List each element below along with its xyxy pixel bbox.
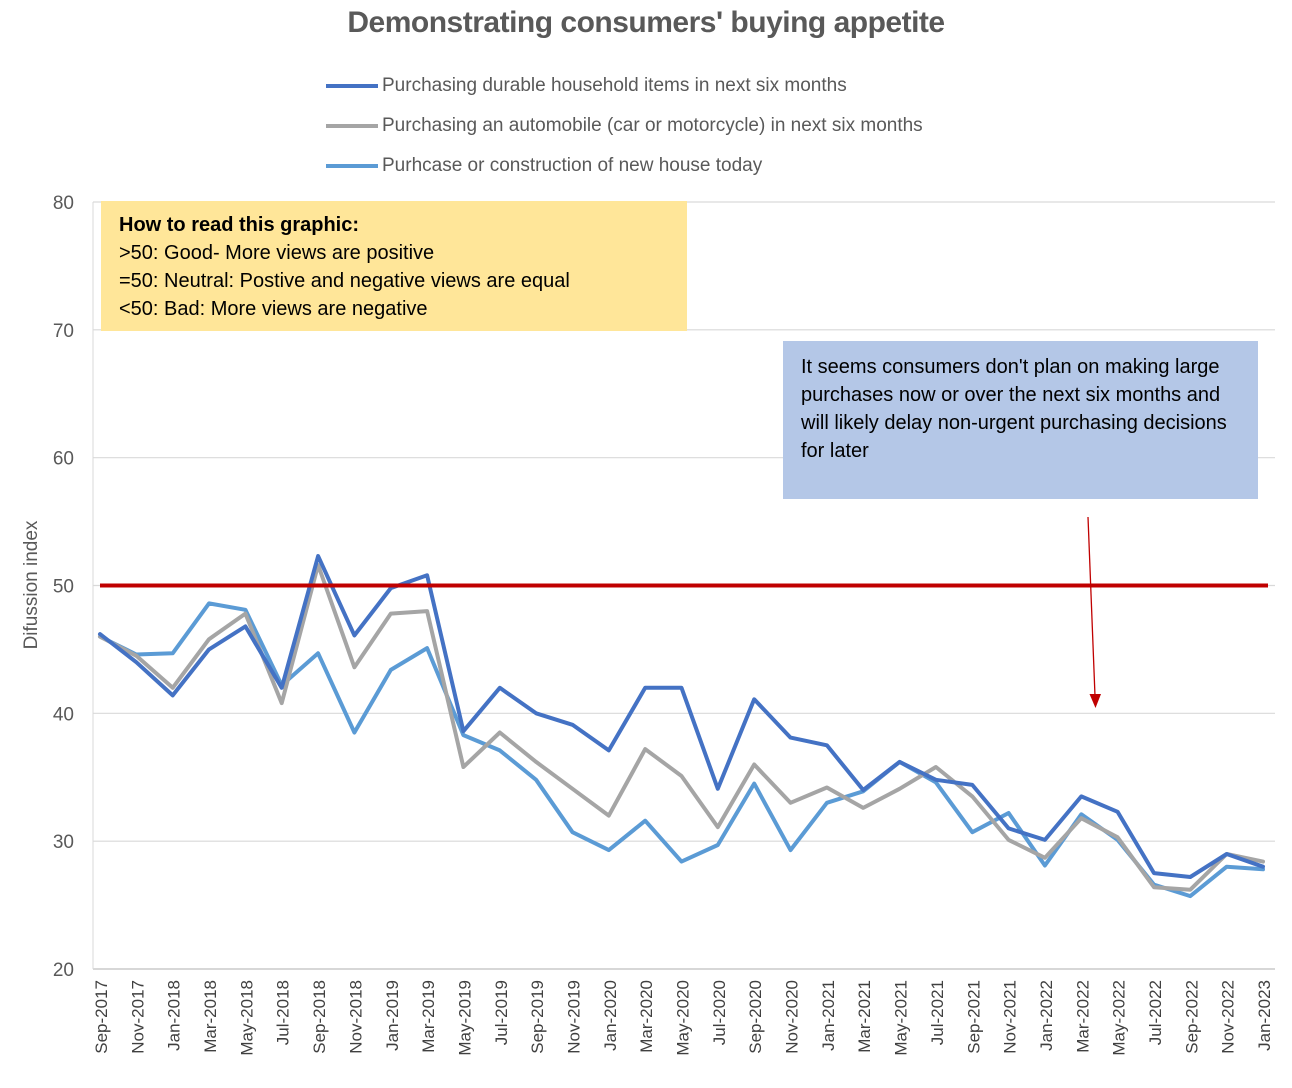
x-tick-Nov-2019: Nov-2019 (564, 980, 583, 1054)
x-tick-Jul-2019: Jul-2019 (492, 980, 511, 1045)
x-tick-Sep-2018: Sep-2018 (310, 980, 329, 1054)
x-tick-Sep-2017: Sep-2017 (92, 980, 111, 1054)
y-tick-80: 80 (53, 193, 74, 214)
x-tick-Nov-2020: Nov-2020 (783, 980, 802, 1054)
x-tick-May-2018: May-2018 (237, 980, 256, 1056)
x-tick-Nov-2018: Nov-2018 (346, 980, 365, 1054)
legend: Purchasing durable household items in ne… (326, 66, 923, 186)
x-tick-May-2020: May-2020 (674, 980, 693, 1056)
legend-item-durable: Purchasing durable household items in ne… (326, 66, 923, 106)
x-tick-labels: Sep-2017 Nov-2017 Jan-2018 Mar-2018 May-2018… (92, 980, 1274, 1056)
how-to-read-line-neutral: =50: Neutral: Postive and negative views… (119, 270, 570, 292)
legend-swatch-automobile (326, 124, 378, 128)
x-tick-Mar-2021: Mar-2021 (855, 980, 874, 1053)
x-tick-Jan-2022: Jan-2022 (1037, 980, 1056, 1051)
series-lines (98, 554, 1265, 899)
how-to-read-box: How to read this graphic: >50: Good- Mor… (101, 201, 687, 331)
y-tick-40: 40 (53, 704, 74, 725)
legend-label-house: Purhcase or construction of new house to… (382, 155, 763, 176)
series-line-2 (98, 601, 1265, 899)
x-tick-Sep-2021: Sep-2021 (964, 980, 983, 1054)
y-tick-20: 20 (53, 960, 74, 981)
legend-swatch-durable (326, 84, 378, 88)
series-line-0 (98, 554, 1265, 879)
how-to-read-line-bad: <50: Bad: More views are negative (119, 298, 428, 320)
y-tick-30: 30 (53, 832, 74, 853)
x-tick-Jul-2020: Jul-2020 (710, 980, 729, 1045)
x-tick-Jul-2018: Jul-2018 (274, 980, 293, 1045)
x-tick-Mar-2018: Mar-2018 (201, 980, 220, 1053)
series-line-1 (98, 563, 1265, 892)
x-tick-Jan-2020: Jan-2020 (601, 980, 620, 1051)
x-tick-Jan-2018: Jan-2018 (165, 980, 184, 1051)
x-tick-Sep-2022: Sep-2022 (1182, 980, 1201, 1054)
y-tick-60: 60 (53, 449, 74, 470)
chart-title: Demonstrating consumers' buying appetite (347, 6, 945, 39)
legend-item-house: Purhcase or construction of new house to… (326, 146, 923, 186)
x-tick-May-2022: May-2022 (1110, 980, 1129, 1056)
x-tick-Mar-2020: Mar-2020 (637, 980, 656, 1053)
x-tick-May-2019: May-2019 (455, 980, 474, 1056)
x-tick-Mar-2019: Mar-2019 (419, 980, 438, 1053)
x-tick-Nov-2022: Nov-2022 (1219, 980, 1238, 1054)
arrow-shaft (1087, 516, 1096, 697)
legend-label-automobile: Purchasing an automobile (car or motorcy… (382, 115, 923, 136)
how-to-read-line-good: >50: Good- More views are positive (119, 242, 435, 264)
legend-swatch-house (326, 164, 378, 168)
x-tick-Nov-2017: Nov-2017 (128, 980, 147, 1054)
x-tick-Mar-2022: Mar-2022 (1073, 980, 1092, 1053)
how-to-read-heading: How to read this graphic: (119, 214, 360, 236)
x-tick-Jul-2021: Jul-2021 (928, 980, 947, 1045)
legend-label-durable: Purchasing durable household items in ne… (382, 75, 847, 96)
y-tick-labels: 20 30 40 50 60 70 80 (53, 193, 74, 981)
arrow-head (1089, 694, 1101, 708)
legend-item-automobile: Purchasing an automobile (car or motorcy… (326, 106, 923, 146)
y-axis-label: Difussion index (21, 520, 42, 650)
x-tick-Nov-2021: Nov-2021 (1001, 980, 1020, 1054)
x-tick-Jul-2022: Jul-2022 (1146, 980, 1165, 1045)
y-tick-70: 70 (53, 321, 74, 342)
x-tick-Jan-2021: Jan-2021 (819, 980, 838, 1051)
annotation-arrow (1087, 516, 1101, 708)
y-tick-50: 50 (53, 577, 74, 598)
x-tick-Jan-2019: Jan-2019 (383, 980, 402, 1051)
annotation-note-box: It seems consumers don't plan on making … (783, 341, 1258, 499)
x-tick-Jan-2023: Jan-2023 (1255, 980, 1274, 1051)
x-tick-Sep-2020: Sep-2020 (746, 980, 765, 1054)
x-tick-Sep-2019: Sep-2019 (528, 980, 547, 1054)
x-tick-May-2021: May-2021 (892, 980, 911, 1056)
